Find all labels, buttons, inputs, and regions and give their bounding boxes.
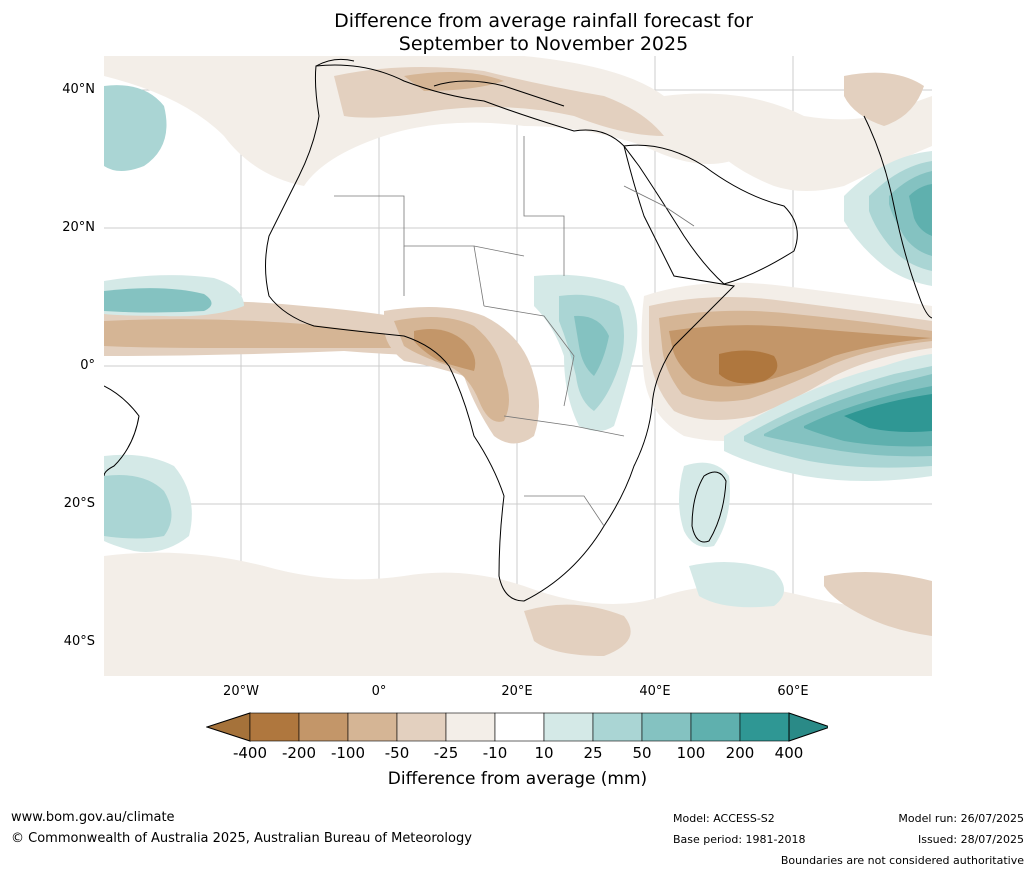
colorbar-segment: [396, 712, 447, 742]
coastlines: [104, 58, 932, 602]
colorbar-segment: [641, 712, 692, 742]
colorbar-tick-label: 50: [632, 744, 652, 762]
footer-website: www.bom.gov.au/climate: [11, 810, 175, 825]
lat-label-40n: 40°N: [62, 82, 95, 97]
colorbar-segment: [690, 712, 741, 742]
colorbar-segment: [298, 712, 349, 742]
lat-label-20s: 20°S: [63, 496, 95, 511]
colorbar-extend-low: [206, 712, 251, 742]
lat-label-20n: 20°N: [62, 220, 95, 235]
footer-model-run: Model run: 26/07/2025: [898, 812, 1024, 825]
title-line-2: September to November 2025: [398, 33, 689, 55]
footer-copyright: © Commonwealth of Australia 2025, Austra…: [11, 831, 472, 846]
colorbar-segments: [206, 712, 828, 742]
lon-label-0: 0°: [371, 684, 387, 699]
footer-model: Model: ACCESS-S2: [673, 812, 775, 825]
colorbar-tick-label: -400: [232, 744, 268, 762]
colorbar-title: Difference from average (mm): [387, 769, 648, 789]
colorbar: [206, 712, 828, 742]
lon-label-20w: 20°W: [223, 684, 259, 699]
colorbar-tick-label: 100: [676, 744, 706, 762]
title-line-1: Difference from average rainfall forecas…: [334, 10, 753, 32]
colorbar-tick-label: 200: [725, 744, 755, 762]
colorbar-extend-high: [788, 712, 828, 742]
country-borders: [334, 136, 695, 527]
colorbar-segment: [592, 712, 643, 742]
footer-base-period: Base period: 1981-2018: [673, 833, 806, 846]
lat-label-40s: 40°S: [63, 634, 95, 649]
colorbar-segment: [347, 712, 398, 742]
colorbar-segment: [543, 712, 594, 742]
colorbar-segment: [494, 712, 545, 742]
colorbar-tick-label: 10: [534, 744, 554, 762]
lon-label-40e: 40°E: [639, 684, 671, 699]
map-svg: [104, 56, 932, 676]
colorbar-segment: [739, 712, 790, 742]
map-title: Difference from average rainfall forecas…: [0, 10, 1035, 56]
lat-label-0: 0°: [80, 358, 95, 373]
colorbar-tick-label: 400: [774, 744, 804, 762]
rainfall-map: [104, 56, 932, 676]
colorbar-segment: [445, 712, 496, 742]
lon-label-20e: 20°E: [501, 684, 533, 699]
footer-issued: Issued: 28/07/2025: [917, 833, 1024, 846]
colorbar-tick-label: 25: [583, 744, 603, 762]
colorbar-tick-label: -50: [384, 744, 410, 762]
colorbar-tick-label: -100: [330, 744, 366, 762]
colorbar-tick-label: -200: [281, 744, 317, 762]
lon-label-60e: 60°E: [777, 684, 809, 699]
colorbar-segment: [249, 712, 300, 742]
footer-disclaimer: Boundaries are not considered authoritat…: [780, 854, 1024, 867]
colorbar-tick-label: -10: [482, 744, 508, 762]
colorbar-tick-label: -25: [433, 744, 459, 762]
